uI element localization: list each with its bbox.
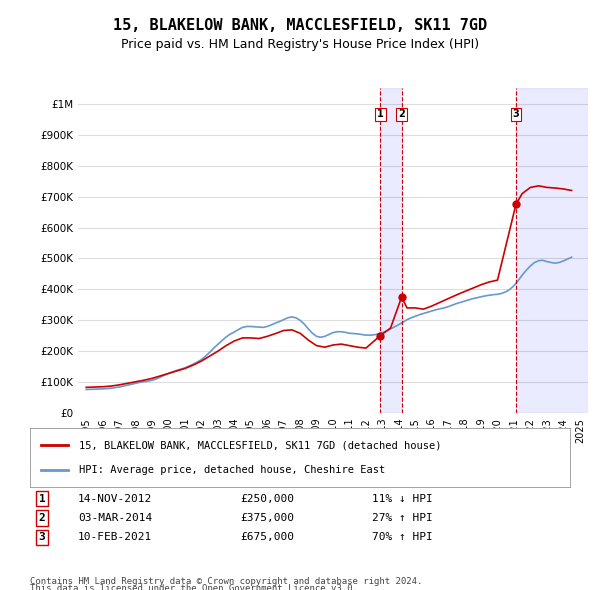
Bar: [516, 88, 588, 413]
Text: 1: 1: [377, 110, 383, 119]
Text: 27% ↑ HPI: 27% ↑ HPI: [372, 513, 433, 523]
Text: 3: 3: [38, 533, 46, 542]
Text: 70% ↑ HPI: 70% ↑ HPI: [372, 533, 433, 542]
Text: £250,000: £250,000: [240, 494, 294, 503]
Text: Contains HM Land Registry data © Crown copyright and database right 2024.: Contains HM Land Registry data © Crown c…: [30, 577, 422, 586]
Text: £675,000: £675,000: [240, 533, 294, 542]
Text: 2: 2: [398, 110, 405, 119]
Text: Price paid vs. HM Land Registry's House Price Index (HPI): Price paid vs. HM Land Registry's House …: [121, 38, 479, 51]
Text: 1: 1: [38, 494, 46, 503]
Text: 03-MAR-2014: 03-MAR-2014: [78, 513, 152, 523]
Text: 3: 3: [512, 110, 520, 119]
Text: HPI: Average price, detached house, Cheshire East: HPI: Average price, detached house, Ches…: [79, 466, 385, 475]
Text: 11% ↓ HPI: 11% ↓ HPI: [372, 494, 433, 503]
Text: 15, BLAKELOW BANK, MACCLESFIELD, SK11 7GD: 15, BLAKELOW BANK, MACCLESFIELD, SK11 7G…: [113, 18, 487, 32]
Text: This data is licensed under the Open Government Licence v3.0.: This data is licensed under the Open Gov…: [30, 584, 358, 590]
Text: £375,000: £375,000: [240, 513, 294, 523]
Text: 15, BLAKELOW BANK, MACCLESFIELD, SK11 7GD (detached house): 15, BLAKELOW BANK, MACCLESFIELD, SK11 7G…: [79, 441, 441, 450]
Bar: [380, 88, 401, 413]
Text: 14-NOV-2012: 14-NOV-2012: [78, 494, 152, 503]
Text: 10-FEB-2021: 10-FEB-2021: [78, 533, 152, 542]
Text: 2: 2: [38, 513, 46, 523]
